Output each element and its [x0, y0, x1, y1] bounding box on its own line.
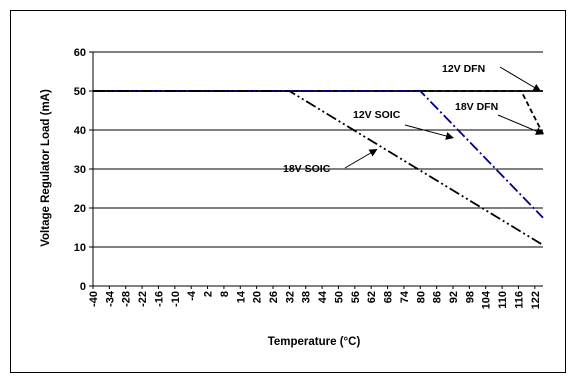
axes: [89, 51, 543, 289]
series-lines: [93, 90, 544, 246]
annotation-arrow: [499, 66, 542, 92]
x-tick-label: 98: [464, 291, 476, 303]
annotation-arrow: [404, 124, 454, 140]
annotation-label: 12V SOIC: [353, 109, 401, 121]
series-line: [93, 90, 544, 135]
x-axis-title: Temperature (°C): [268, 336, 361, 348]
chart-frame: [10, 10, 566, 373]
x-tick-label: 14: [235, 290, 247, 303]
x-tick-label: -34: [104, 290, 116, 307]
y-tick-label: 50: [74, 86, 86, 98]
annotations: 12V DFN 18V DFN 12V SOIC 18V SOIC: [283, 63, 544, 175]
annotation-label: 18V SOIC: [283, 163, 331, 175]
x-tick-label: 92: [448, 291, 460, 303]
x-tick-label: 32: [284, 291, 296, 303]
x-tick-label: 26: [268, 291, 280, 303]
x-tick-label: 56: [350, 291, 362, 303]
x-tick-label: -40: [88, 291, 100, 307]
x-tick-label: 50: [333, 291, 345, 303]
x-tick-label: -16: [153, 291, 165, 307]
y-tick-label: 10: [74, 242, 86, 254]
x-tick-label: 122: [530, 291, 542, 309]
x-tick-label: 44: [317, 290, 329, 303]
series-line: [93, 90, 544, 246]
x-tick-label: 80: [415, 291, 427, 303]
y-tick-label: 0: [80, 281, 86, 293]
y-tick-label: 60: [74, 47, 86, 59]
y-tick-labels: 0 10 20 30 40 50 60: [74, 47, 86, 293]
x-tick-label: 86: [432, 291, 444, 303]
annotation-arrow: [344, 148, 378, 169]
annotation-label: 12V DFN: [442, 63, 485, 75]
annotation-arrow: [497, 114, 544, 135]
x-tick-label: 104: [481, 290, 493, 309]
x-tick-label: -28: [121, 291, 133, 307]
y-tick-label: 20: [74, 203, 86, 215]
x-tick-label: 38: [301, 291, 313, 303]
x-tick-label: -4: [186, 290, 198, 301]
y-tick-label: 40: [74, 125, 86, 137]
x-tick-label: 68: [383, 291, 395, 303]
series-line: [93, 90, 544, 219]
y-tick-label: 30: [74, 164, 86, 176]
x-tick-label: -10: [170, 291, 182, 307]
x-tick-label: 20: [252, 291, 264, 303]
x-tick-label: 74: [399, 290, 411, 303]
x-tick-label: 110: [497, 291, 509, 309]
x-tick-label: -22: [137, 291, 149, 307]
y-axis-title: Voltage Regulator Load (mA): [40, 89, 52, 247]
x-tick-label: 116: [513, 291, 525, 309]
annotation-label: 18V DFN: [455, 101, 498, 113]
x-tick-label: 2: [203, 291, 215, 297]
x-tick-labels: -40 -34 -28 -22 -16 -10 -4 2 8 14 20 26 32 38 44 50 56 62…: [88, 290, 542, 309]
x-tick-label: 8: [219, 291, 231, 297]
x-tick-label: 62: [366, 291, 378, 303]
